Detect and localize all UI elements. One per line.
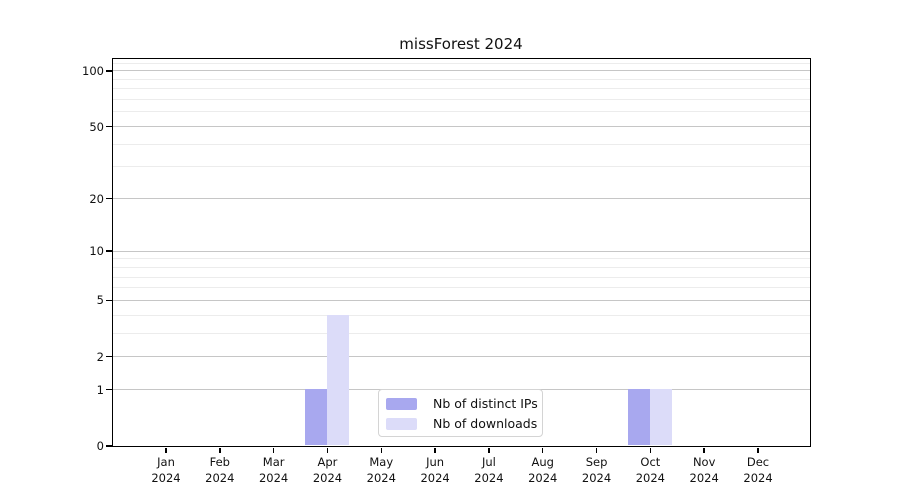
x-tick-4 <box>326 447 329 453</box>
x-tick-label-mar: Mar 2024 <box>246 454 302 486</box>
x-tick-year: 2024 <box>258 471 289 485</box>
x-tick-month: Aug <box>531 455 554 469</box>
bar-apr-2024-downloads <box>326 314 349 446</box>
gridline-minor-6 <box>112 287 810 289</box>
y-tick-20 <box>105 197 112 200</box>
x-tick-11 <box>703 447 705 453</box>
gridline-minor-80 <box>112 88 810 90</box>
x-tick-year: 2024 <box>474 471 504 485</box>
x-tick-12 <box>757 447 759 453</box>
gridline-minor-40 <box>112 143 810 145</box>
x-tick-month: Jul <box>481 455 496 469</box>
x-tick-year: 2024 <box>689 471 719 485</box>
y-tick-label-0: 0 <box>96 439 104 453</box>
x-tick-year: 2024 <box>312 471 343 485</box>
x-tick-label-may: May 2024 <box>353 454 409 486</box>
x-tick-month: May <box>369 455 394 469</box>
x-tick-month: Mar <box>262 455 285 469</box>
y-tick-label-5: 5 <box>96 293 104 308</box>
gridline-minor-9 <box>112 258 810 260</box>
legend-label-downloads: Nb of downloads <box>433 416 538 431</box>
x-tick-10 <box>649 447 652 453</box>
gridline-minor-60 <box>112 111 810 113</box>
x-tick-month: Jun <box>426 455 445 469</box>
y-tick-label-50: 50 <box>89 119 104 134</box>
x-tick-month: Apr <box>317 455 338 469</box>
x-tick-label-nov: Nov 2024 <box>676 454 732 486</box>
bar-oct-2024-distinct-ips <box>627 389 650 446</box>
gridline-major-50 <box>112 126 810 127</box>
y-tick-label-20: 20 <box>89 191 104 206</box>
x-tick-year: 2024 <box>151 471 181 485</box>
x-tick-label-feb: Feb 2024 <box>192 454 248 486</box>
y-tick-1 <box>105 388 112 391</box>
x-tick-label-jul: Jul 2024 <box>461 454 517 486</box>
gridline-minor-110 <box>112 62 810 64</box>
y-tick-label-2: 2 <box>96 349 104 364</box>
x-tick-1 <box>165 447 167 453</box>
y-tick-label-100: 100 <box>82 63 104 78</box>
gridline-major-2 <box>112 356 810 358</box>
x-tick-month: Oct <box>640 455 661 469</box>
gridline-minor-8 <box>112 266 810 268</box>
gridline-minor-90 <box>112 78 810 80</box>
gridline-minor-70 <box>112 99 810 101</box>
x-tick-label-dec: Dec 2024 <box>730 454 786 486</box>
bar-apr-2024-distinct-ips <box>304 389 327 446</box>
gridline-major-20 <box>112 198 810 200</box>
legend: Nb of distinct IPs Nb of downloads <box>378 389 543 437</box>
x-tick-year: 2024 <box>581 471 612 485</box>
gridline-minor-7 <box>112 276 810 278</box>
x-tick-month: Jan <box>157 455 175 469</box>
x-tick-9 <box>595 447 598 453</box>
y-tick-5 <box>105 299 112 302</box>
x-tick-year: 2024 <box>528 471 558 485</box>
gridline-major-5 <box>112 299 810 301</box>
x-tick-year: 2024 <box>366 471 396 485</box>
x-tick-month: Dec <box>746 455 770 469</box>
y-tick-100 <box>105 70 112 72</box>
y-tick-10 <box>105 250 112 252</box>
x-tick-label-oct: Oct 2024 <box>622 454 678 486</box>
x-tick-year: 2024 <box>635 471 666 485</box>
y-tick-2 <box>105 355 112 358</box>
x-tick-label-jan: Jan 2024 <box>138 454 194 486</box>
x-tick-label-jun: Jun 2024 <box>407 454 463 486</box>
gridline-minor-3 <box>112 332 810 334</box>
x-tick-label-aug: Aug 2024 <box>515 454 571 486</box>
x-tick-year: 2024 <box>420 471 450 485</box>
x-tick-month: Feb <box>209 455 230 469</box>
legend-item-downloads: Nb of downloads <box>386 414 542 434</box>
plot-area <box>111 57 811 447</box>
x-tick-month: Nov <box>692 455 716 469</box>
legend-swatch-downloads <box>386 418 417 430</box>
x-tick-7 <box>488 447 490 453</box>
legend-swatch-distinct-ips <box>386 398 417 410</box>
y-tick-0 <box>105 445 112 447</box>
x-tick-6 <box>434 447 436 453</box>
x-tick-label-apr: Apr 2024 <box>299 454 355 486</box>
gridline-minor-4 <box>112 314 810 316</box>
gridline-minor-30 <box>112 166 810 168</box>
y-tick-label-1: 1 <box>96 382 104 397</box>
y-tick-50 <box>105 125 112 128</box>
x-tick-month: Sep <box>585 455 608 469</box>
x-tick-5 <box>380 447 383 453</box>
x-tick-8 <box>541 447 544 453</box>
bar-oct-2024-downloads <box>649 389 672 446</box>
x-tick-2 <box>219 447 221 453</box>
x-tick-year: 2024 <box>743 471 773 485</box>
chart-title: missForest 2024 <box>399 35 523 53</box>
legend-label-distinct-ips: Nb of distinct IPs <box>433 396 538 411</box>
gridline-major-10 <box>112 250 810 252</box>
x-tick-3 <box>272 447 275 453</box>
x-tick-label-sep: Sep 2024 <box>569 454 625 486</box>
legend-item-distinct-ips: Nb of distinct IPs <box>386 394 542 414</box>
y-tick-label-10: 10 <box>89 244 104 259</box>
gridline-major-100 <box>112 70 810 72</box>
x-tick-year: 2024 <box>205 471 235 485</box>
